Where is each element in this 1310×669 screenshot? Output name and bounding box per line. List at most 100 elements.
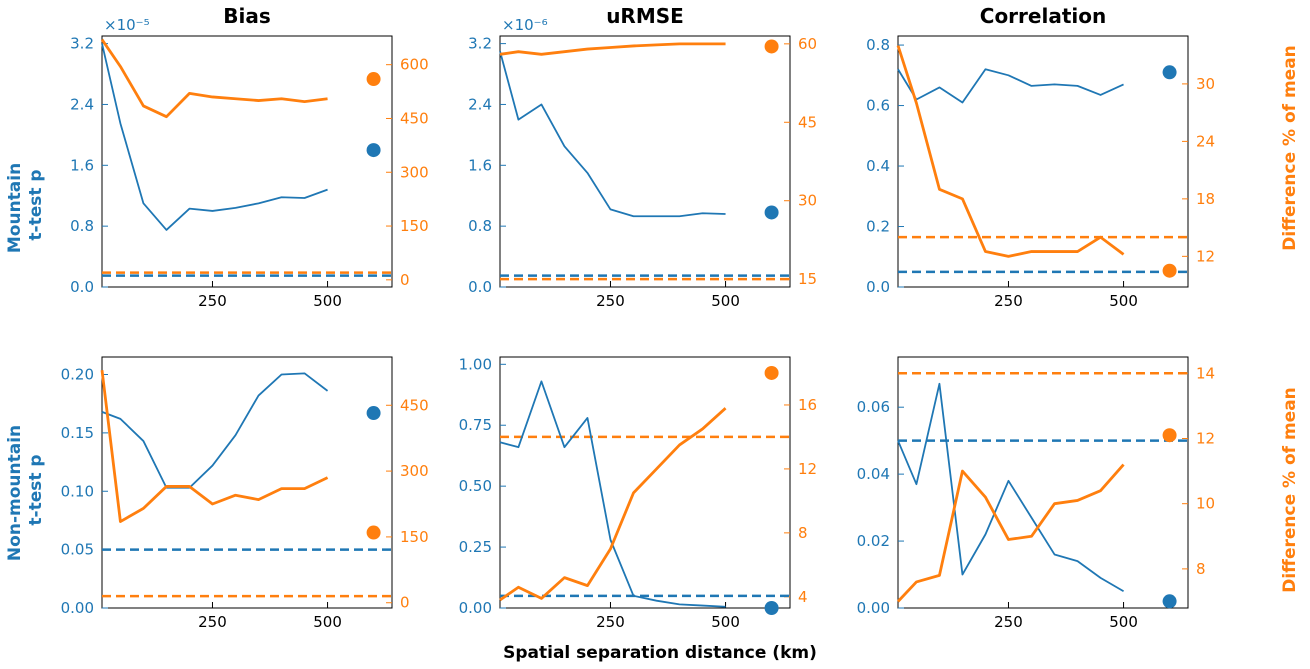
axes-frame: [499, 35, 791, 288]
right-y-tick-label: 8: [1196, 560, 1206, 578]
right-marker-point: [764, 365, 779, 380]
left-y-tick-label: 0.25: [459, 538, 492, 556]
right-series-line: [499, 407, 727, 602]
axes-frame: [101, 35, 393, 288]
right-y-tick-label: 300: [400, 462, 429, 480]
left-y-tick-label: 0.05: [61, 541, 94, 559]
row-label-line: Mountain: [5, 163, 25, 253]
right-y-tick-label: 12: [1196, 247, 1215, 265]
x-tick-label: 500: [711, 613, 740, 631]
left-series-line: [499, 380, 726, 608]
right-y-tick-label: 0: [400, 594, 410, 612]
offset-text: ×10⁻⁶: [502, 16, 548, 34]
right-y-tick-label: 8: [798, 524, 808, 542]
left-y-tick-label: 0.50: [459, 477, 492, 495]
right-marker-point: [1162, 263, 1177, 278]
right-series-line: [499, 42, 726, 56]
right-y-tick-label: 45: [798, 113, 817, 131]
left-y-tick-label: 3.2: [70, 35, 94, 53]
panel-r1c0: 250 500 0.00 0.05 0.10 0.15 0.20 0 150 300 450: [61, 356, 429, 631]
x-tick-label: 500: [1109, 292, 1138, 310]
left-y-tick-label: 0.00: [61, 599, 94, 617]
x-tick-label: 250: [596, 292, 625, 310]
left-y-tick-label: 0.0: [866, 278, 890, 296]
right-series-line: [100, 369, 329, 523]
right-y-tick-label: 4: [798, 588, 808, 606]
figure-labels: Mountain t-test p Non-mountain t-test p …: [5, 45, 1300, 663]
x-tick-label: 250: [198, 292, 227, 310]
row-label-mountain: Mountain t-test p: [5, 157, 46, 253]
row-label-line: t-test p: [26, 454, 46, 525]
right-series-line: [896, 463, 1125, 603]
right-series-line: [100, 38, 328, 119]
right-y-tick-label: 30: [1196, 75, 1215, 93]
x-axis-label: Spatial separation distance (km): [503, 643, 817, 663]
right-y-tick-label: 150: [400, 217, 429, 235]
left-y-tick-label: 1.6: [468, 156, 492, 174]
left-y-tick-label: 0.2: [866, 218, 890, 236]
panel-title: Bias: [223, 4, 271, 28]
left-y-tick-label: 0.00: [459, 599, 492, 617]
panel-title: uRMSE: [606, 4, 684, 28]
right-series-line: [896, 45, 1125, 258]
left-marker-point: [764, 601, 779, 615]
right-y-tick-label: 150: [400, 528, 429, 546]
left-y-tick-label: 0.06: [857, 398, 890, 416]
left-marker-point: [764, 205, 779, 220]
x-tick-label: 250: [596, 613, 625, 631]
right-y-tick-label: 14: [1196, 364, 1215, 382]
left-y-tick-label: 0.6: [866, 97, 890, 115]
right-y-tick-label: 300: [400, 163, 429, 181]
panel-urmse: 250 500 0.0 0.8 1.6 2.4 3.2 15 30 45 60 ×10⁻⁶ uRMSE: [468, 4, 817, 310]
right-y-tick-label: 18: [1196, 190, 1215, 208]
right-y-tick-label: 450: [400, 109, 429, 127]
right-y-tick-label: 600: [400, 56, 429, 74]
left-y-tick-label: 0.8: [70, 217, 94, 235]
x-tick-label: 250: [994, 613, 1023, 631]
left-marker-point: [1162, 65, 1177, 80]
axes-frame: [101, 356, 393, 609]
left-y-tick-label: 1.6: [70, 156, 94, 174]
row-label-non-mountain: Non-mountain t-test p: [5, 419, 46, 561]
left-y-tick-label: 0.20: [61, 366, 94, 384]
left-series-line: [101, 372, 329, 489]
left-y-tick-label: 0.00: [857, 599, 890, 617]
right-marker-point: [764, 39, 779, 54]
x-tick-label: 500: [313, 292, 342, 310]
row-label-line: t-test p: [26, 169, 46, 240]
panel-r1c1: 250 500 0.00 0.25 0.50 0.75 1.00 4 8 12 16: [459, 355, 818, 631]
right-y-tick-label: 30: [798, 192, 817, 210]
left-marker-point: [1162, 594, 1177, 609]
right-y-tick-label: 60: [798, 35, 817, 53]
x-tick-label: 500: [1109, 613, 1138, 631]
right-y-tick-label: 0: [400, 271, 410, 289]
left-y-tick-label: 0.10: [61, 482, 94, 500]
right-y-tick-label: 12: [1196, 429, 1215, 447]
left-y-tick-label: 0.0: [70, 278, 94, 296]
left-y-tick-label: 0.04: [857, 465, 890, 483]
left-series-line: [897, 68, 1124, 104]
left-marker-point: [366, 143, 381, 158]
left-y-tick-label: 0.8: [468, 217, 492, 235]
x-tick-label: 500: [711, 292, 740, 310]
left-series-line: [101, 43, 328, 231]
axes-frame: [499, 356, 791, 609]
panel-r1c2: 250 500 0.00 0.02 0.04 0.06 8 10 12 14: [857, 356, 1215, 631]
right-axis-label-top: Difference % of mean: [1280, 45, 1300, 251]
panel-correlation: 250 500 0.0 0.2 0.4 0.6 0.8 12 18 24 30 Correlation: [866, 4, 1215, 310]
left-y-tick-label: 0.75: [459, 416, 492, 434]
panel-title: Correlation: [980, 4, 1106, 28]
left-y-tick-label: 2.4: [468, 95, 492, 113]
left-marker-point: [366, 406, 381, 421]
left-series-line: [499, 50, 726, 218]
axes-frame: [897, 356, 1189, 609]
left-y-tick-label: 0.0: [468, 278, 492, 296]
right-axis-label-bottom: Difference % of mean: [1280, 387, 1300, 593]
offset-text: ×10⁻⁵: [104, 16, 150, 34]
x-tick-label: 250: [198, 613, 227, 631]
axes-frame: [897, 35, 1189, 288]
left-y-tick-label: 3.2: [468, 35, 492, 53]
right-y-tick-label: 450: [400, 396, 429, 414]
left-series-line: [897, 382, 1125, 593]
right-marker-point: [1162, 428, 1177, 443]
